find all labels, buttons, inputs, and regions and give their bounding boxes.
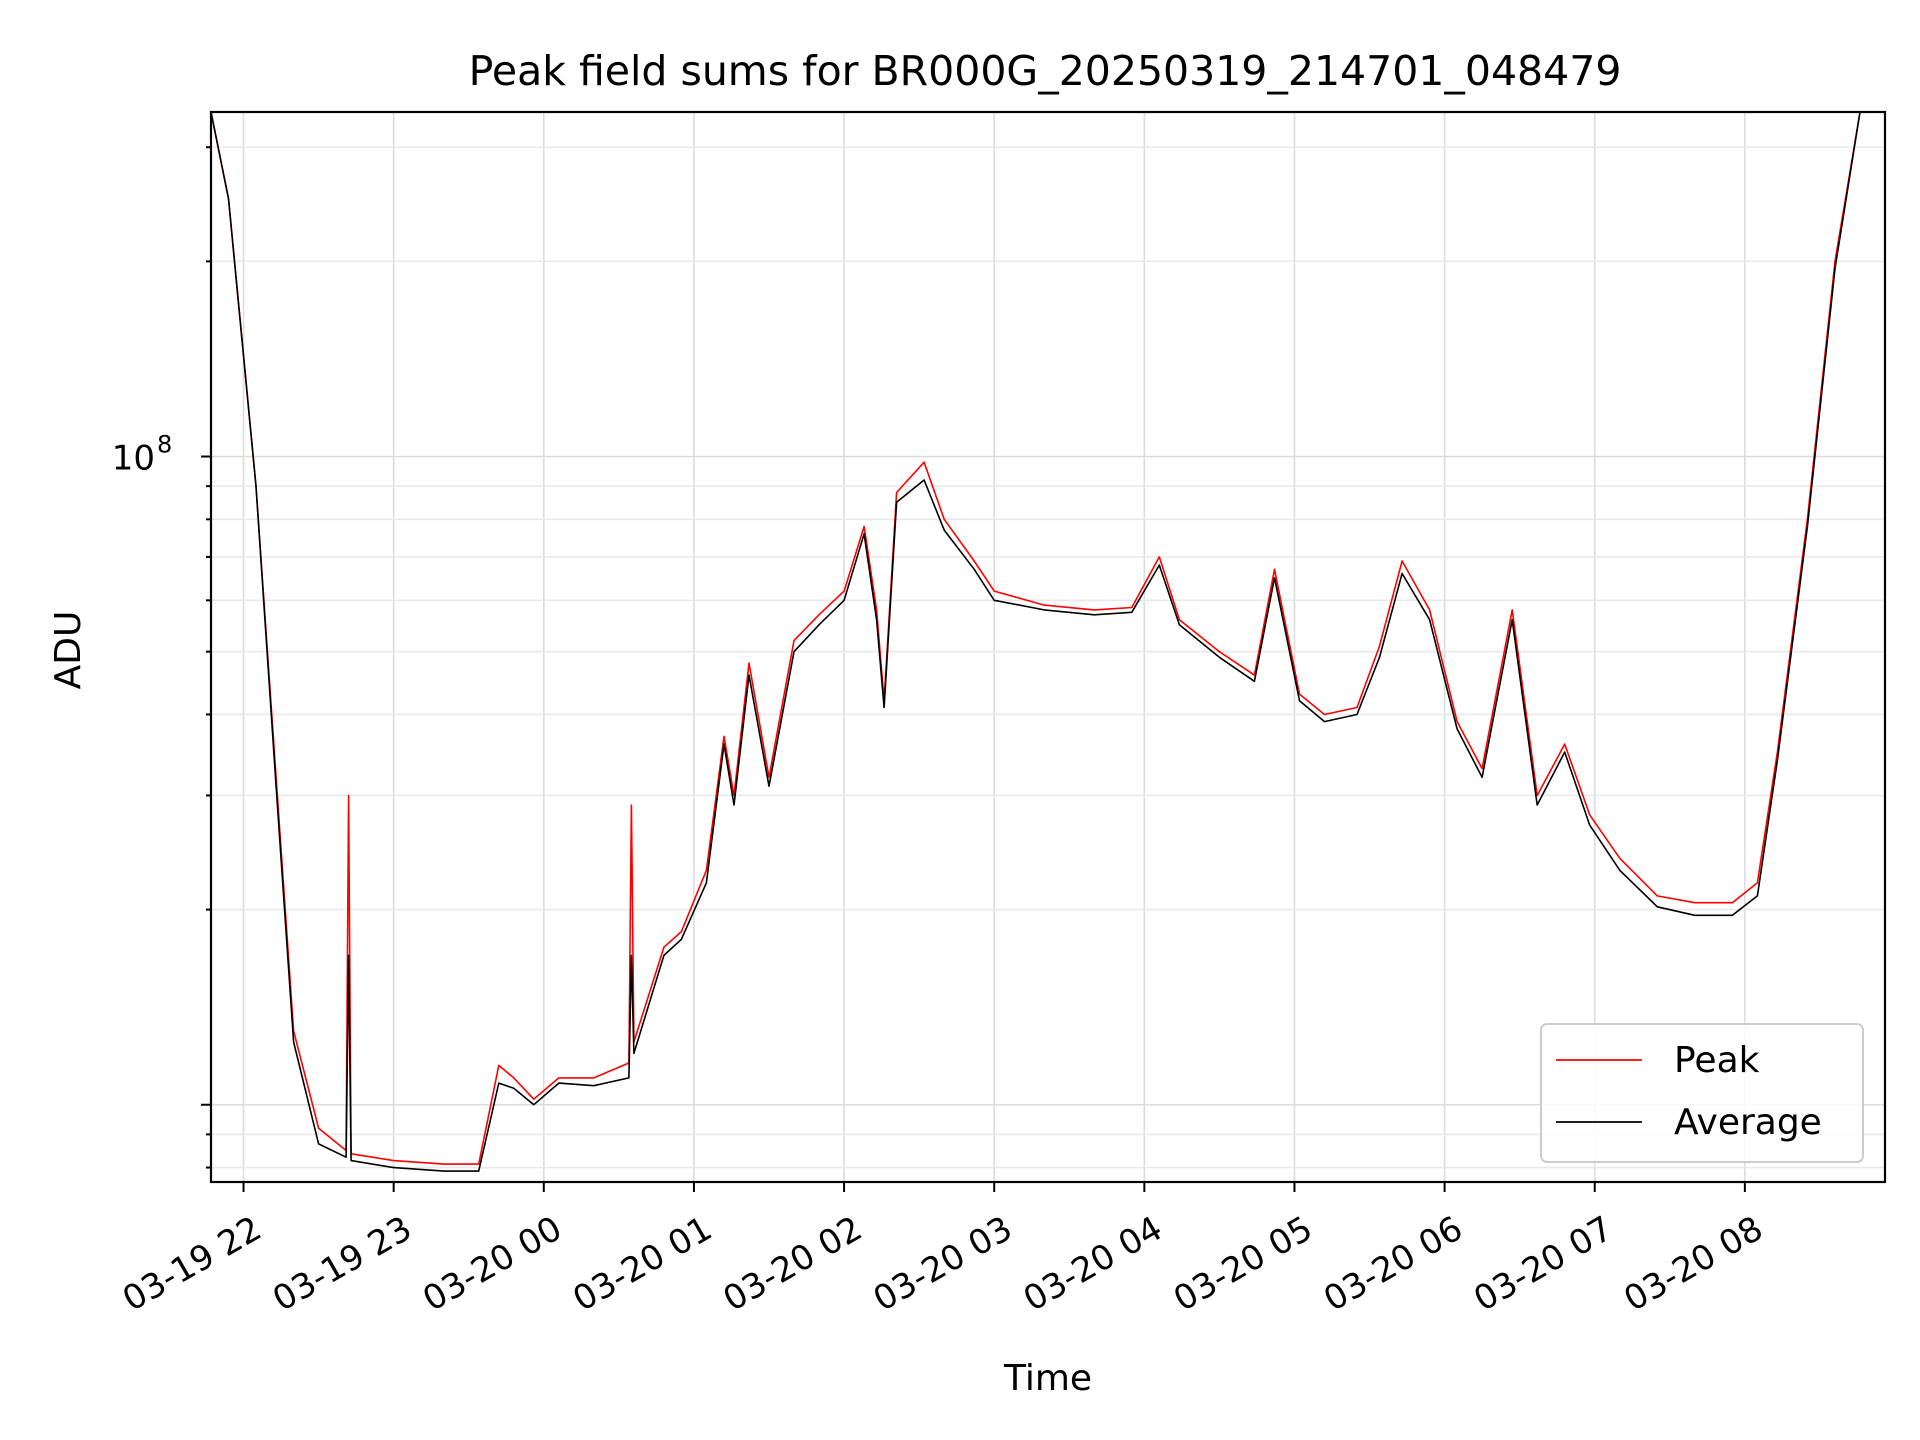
y-tick-label: 10 [112, 439, 155, 479]
series-line-average [211, 112, 1885, 1172]
plot-area [211, 112, 1885, 1172]
legend-label-peak: Peak [1674, 1040, 1760, 1081]
chart-title: Peak field sums for BR000G_20250319_2147… [469, 47, 1622, 95]
legend: Peak Average [1540, 1023, 1864, 1163]
y-tick-label-exponent: 8 [157, 431, 172, 459]
legend-label-average: Average [1674, 1102, 1822, 1143]
x-axis-label: Time [1003, 1358, 1092, 1399]
legend-box [1540, 1023, 1864, 1163]
series-line-peak [211, 112, 1885, 1165]
y-axis-label: ADU [48, 611, 89, 690]
axes-frame [209, 110, 1887, 1184]
y-axis: 10 8 [112, 146, 211, 1169]
